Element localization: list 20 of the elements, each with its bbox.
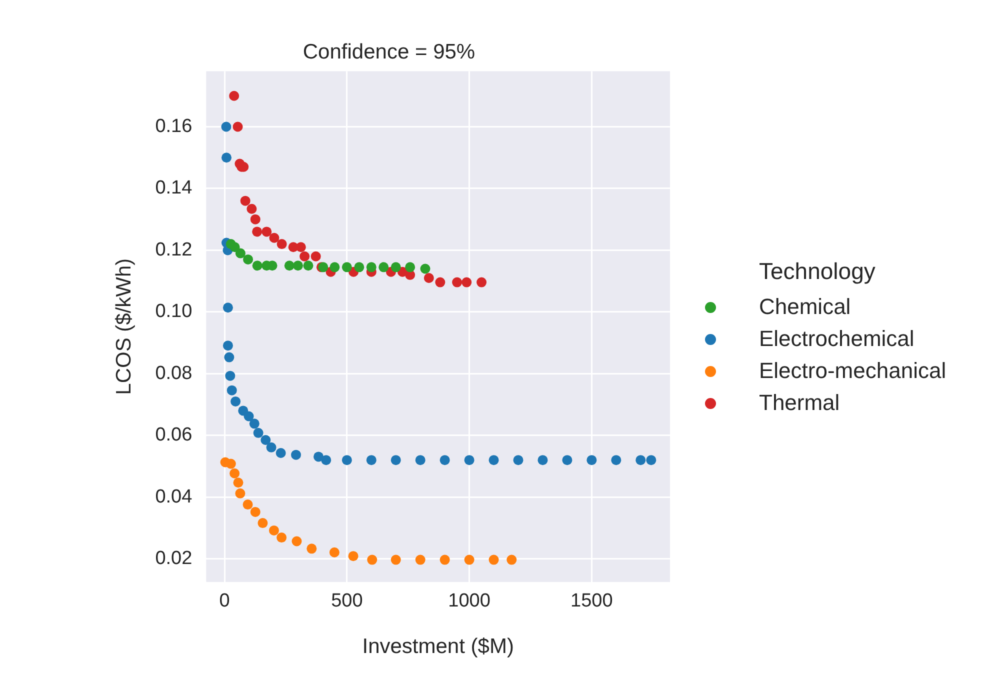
legend-label: Electrochemical: [759, 326, 914, 352]
y-tick-label: 0.10: [155, 301, 192, 322]
x-tick-label: 500: [331, 590, 363, 612]
y-tick-label: 0.16: [155, 116, 192, 137]
y-tick-label: 0.12: [155, 239, 192, 260]
y-tick-label: 0.06: [155, 424, 192, 446]
legend-label: Thermal: [759, 390, 840, 416]
y-tick-label: 0.02: [155, 548, 192, 570]
y-tick-label: 0.14: [155, 178, 193, 199]
x-axis-title: Investment ($M): [362, 635, 514, 658]
y-tick-label: 0.04: [155, 486, 193, 508]
y-axis-title: LCOS ($/kWh): [112, 258, 136, 395]
x-tick-label: 1500: [570, 590, 613, 612]
chart-title: Confidence = 95%: [302, 40, 476, 64]
y-tick-label: 0.08: [155, 362, 192, 384]
legend-label: Chemical: [759, 294, 851, 320]
x-tick-label: 1000: [448, 590, 490, 612]
legend-title: Technology: [759, 258, 876, 285]
x-tick-label: 0: [219, 590, 230, 612]
legend-label: Electro-mechanical: [759, 358, 946, 384]
